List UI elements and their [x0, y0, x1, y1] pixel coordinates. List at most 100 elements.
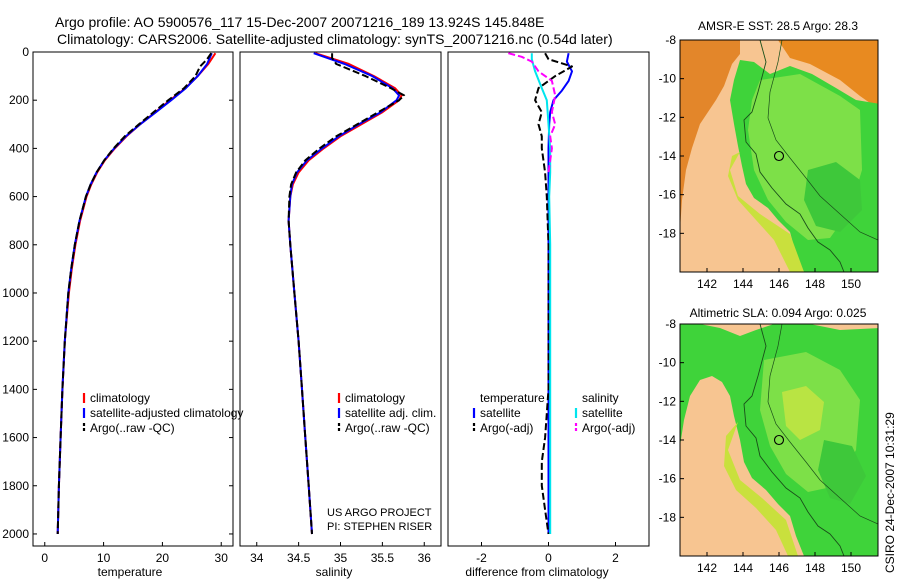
temperature-axes-frame: [32, 51, 234, 547]
depth-tick-label: 400: [9, 141, 29, 155]
sla-anomaly-low: [818, 440, 866, 504]
depth-tick-label: 1200: [2, 334, 29, 348]
legend-group-title: salinity: [582, 391, 619, 405]
series-line: [547, 53, 573, 534]
map-y-tick-label: -8: [665, 317, 676, 331]
legend-label: satellite adj. clim.: [345, 406, 436, 420]
difference-panel: -2 0 2 difference from climatology tempera…: [447, 51, 650, 579]
series-line: [287, 52, 403, 535]
temperature-x-ticks: 0 10 20 30: [33, 51, 233, 565]
salinity-series: [287, 52, 406, 535]
series-line: [56, 52, 213, 535]
series-line: [530, 53, 552, 534]
map-y-tick-label: -12: [659, 394, 677, 408]
map-x-tick-label: 142: [697, 561, 717, 575]
map-x-tick-label: 146: [769, 277, 789, 291]
difference-x-label: difference from climatology: [465, 565, 608, 579]
legend-label: Argo(..raw -QC): [90, 421, 175, 435]
salinity-x-ticks: 34 34.5 35 35.5 36: [250, 542, 431, 565]
map-y-tick-label: -18: [659, 226, 677, 240]
depth-tick-label: 1000: [2, 286, 29, 300]
map-x-tick-label: 148: [805, 277, 825, 291]
map-y-tick-label: -16: [659, 472, 677, 486]
x-tick-label: 35: [334, 551, 348, 565]
series-line: [56, 52, 213, 535]
difference-series: [508, 52, 573, 535]
x-tick-label: -2: [476, 551, 487, 565]
legend-label: climatology: [90, 391, 150, 405]
x-tick-label: 30: [215, 551, 229, 565]
depth-tick-label: 800: [9, 238, 29, 252]
map-x-tick-label: 146: [769, 561, 789, 575]
sla-coastal-band: [724, 422, 798, 556]
depth-tick-label: 2000: [2, 527, 29, 541]
project-annotation: US ARGO PROJECT: [327, 507, 432, 519]
pi-annotation: PI: STEPHEN RISER: [327, 521, 432, 533]
salinity-axes-frame: [239, 51, 442, 547]
x-tick-label: 10: [97, 551, 111, 565]
sst-coastal-band: [728, 152, 804, 272]
sst-isobath: [767, 40, 878, 241]
sla-map-panel: Altimetric SLA: 0.094 Argo: 0.025 142 144…: [659, 306, 879, 575]
x-tick-label: 0: [41, 551, 48, 565]
sla-isobath: [767, 324, 878, 525]
sst-map-panel: AMSR-E SST: 28.5 Argo: 28.3 142 144 146 148…: [659, 19, 879, 291]
salinity-x-label: salinity: [316, 565, 353, 579]
x-tick-label: 2: [612, 551, 619, 565]
sla-anomaly-peak: [782, 386, 824, 440]
sla-map-ticks: 142 144 146 148 150 -8 -10 -12 -14 -16 -18: [659, 317, 862, 575]
map-y-tick-label: -14: [659, 149, 677, 163]
header-subtitle: Climatology: CARS2006. Satellite-adjuste…: [57, 31, 613, 47]
legend-label: satellite: [480, 406, 521, 420]
map-y-tick-label: -16: [659, 188, 677, 202]
legend-label: satellite-adjusted climatology: [90, 406, 243, 420]
map-x-tick-label: 144: [733, 561, 753, 575]
map-y-tick-label: -18: [659, 510, 677, 524]
difference-legend: temperaturesatelliteArgo(-adj)salinitysa…: [472, 391, 635, 435]
temperature-series: [56, 52, 217, 535]
legend-label: climatology: [345, 391, 405, 405]
map-y-tick-label: -14: [659, 433, 677, 447]
map-y-tick-label: -10: [659, 356, 677, 370]
depth-tick-label: 1600: [2, 431, 29, 445]
sla-coastline: [743, 324, 845, 556]
sst-coastline: [743, 40, 845, 272]
salinity-panel: 34 34.5 35 35.5 36 salinity climatologysatel…: [239, 51, 442, 579]
series-line: [534, 52, 573, 535]
depth-tick-label: 200: [9, 93, 29, 107]
map-x-tick-label: 150: [841, 277, 861, 291]
sla-map-title: Altimetric SLA: 0.094 Argo: 0.025: [690, 306, 867, 320]
x-tick-label: 36: [418, 551, 432, 565]
depth-tick-label: 0: [22, 45, 29, 59]
depth-ticks: 0 200 400 600 800 1000 1200 1400 1600 1800 2000: [2, 45, 29, 541]
difference-x-ticks: -2 0 2: [476, 542, 619, 565]
temperature-x-label: temperature: [98, 565, 163, 579]
series-line: [287, 53, 406, 535]
depth-tick-label: 1400: [2, 382, 29, 396]
sst-gulf-warm-region: [778, 40, 878, 109]
sst-eddy-patch: [804, 162, 862, 232]
temperature-panel: 0 200 400 600 800 1000 1200 1400 1600 1800 2000 0 1…: [2, 45, 243, 579]
map-y-tick-label: -8: [665, 33, 676, 47]
x-tick-label: 34: [250, 551, 264, 565]
depth-tick-label: 1800: [2, 479, 29, 493]
x-tick-label: 0: [545, 551, 552, 565]
legend-label: Argo(-adj): [480, 421, 533, 435]
sst-map-ticks: 142 144 146 148 150 -8 -10 -12 -14 -16 -18: [659, 33, 862, 291]
map-y-tick-label: -12: [659, 110, 677, 124]
legend-group-title: temperature: [480, 391, 545, 405]
map-x-tick-label: 150: [841, 561, 861, 575]
map-x-tick-label: 144: [733, 277, 753, 291]
series-line: [508, 52, 557, 173]
legend-label: Argo(..raw -QC): [345, 421, 430, 435]
map-x-tick-label: 148: [805, 561, 825, 575]
map-y-tick-label: -10: [659, 72, 677, 86]
legend-label: Argo(-adj): [582, 421, 635, 435]
x-tick-label: 20: [156, 551, 170, 565]
sst-warm-coast: [680, 40, 740, 230]
sst-argo-marker: [773, 150, 785, 162]
sst-map-title: AMSR-E SST: 28.5 Argo: 28.3: [698, 19, 858, 33]
